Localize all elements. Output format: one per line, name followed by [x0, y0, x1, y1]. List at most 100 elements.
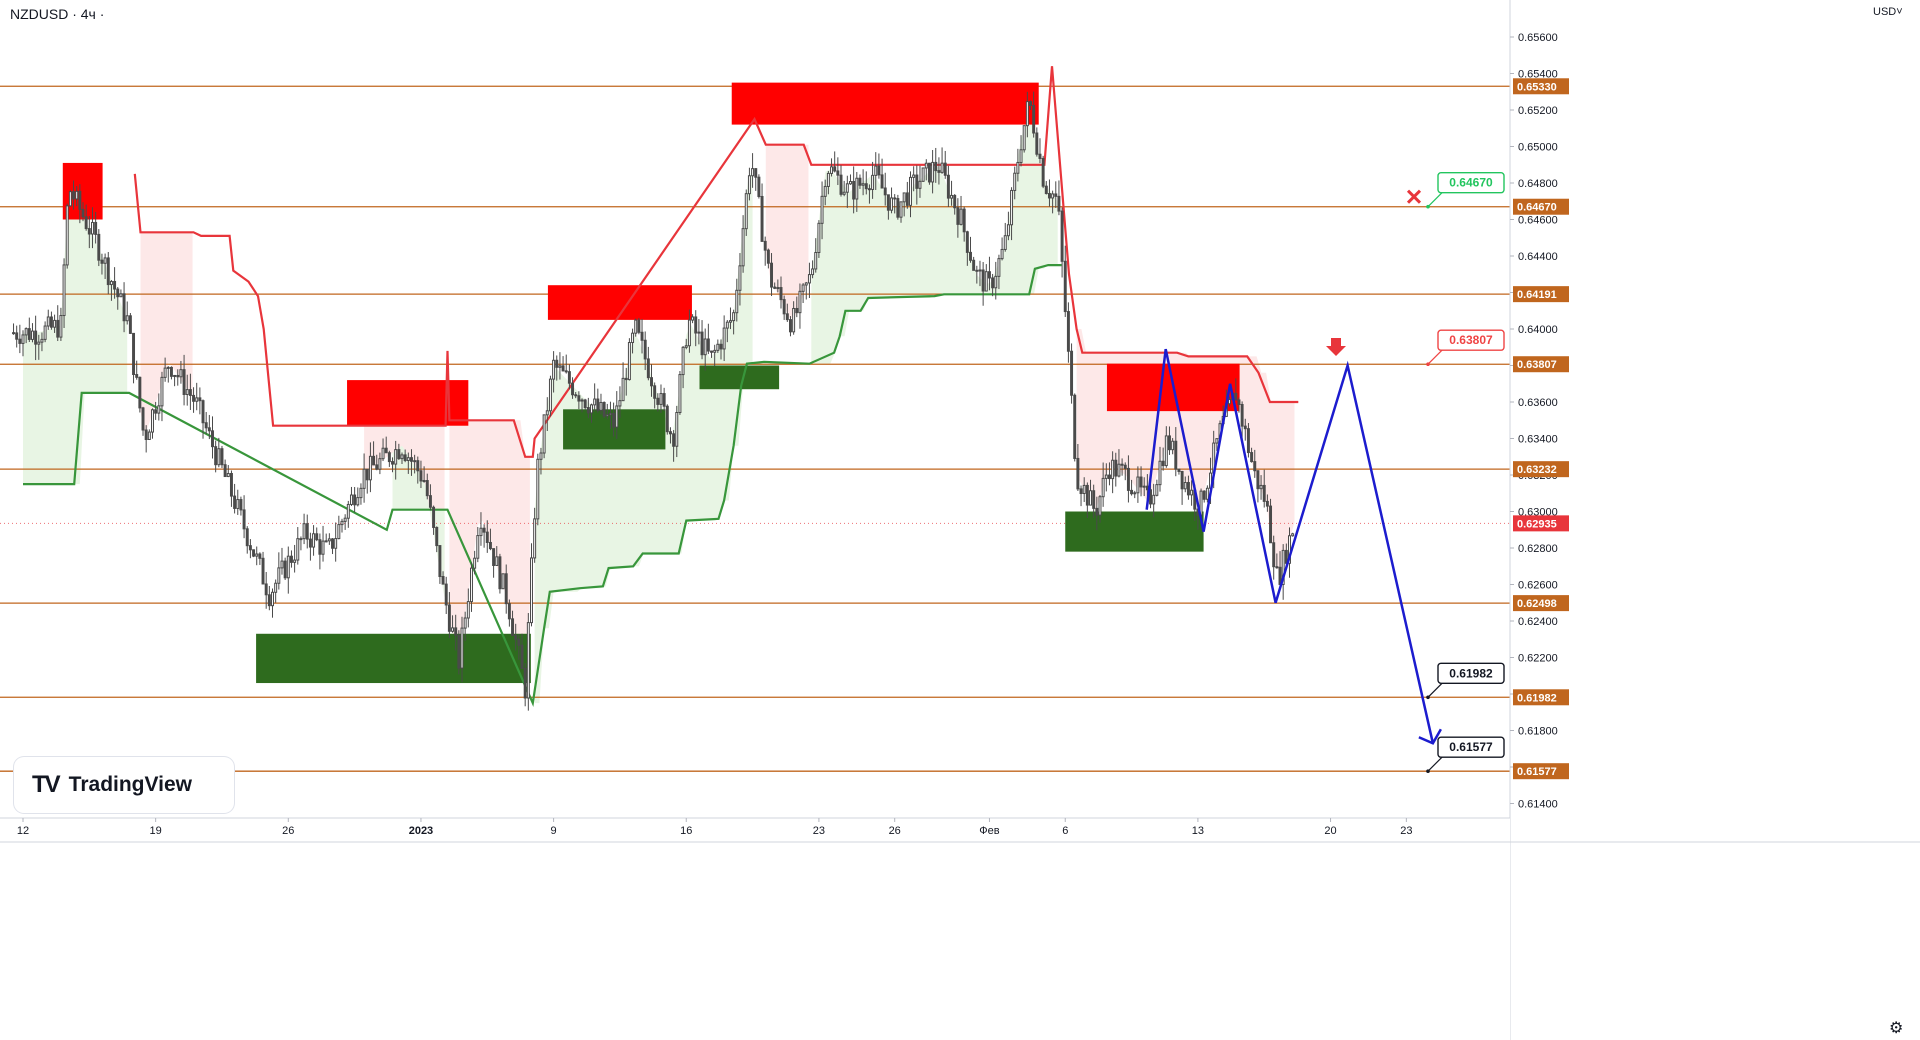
candle-body [858, 177, 862, 186]
candle-body [991, 277, 995, 289]
candle-body [713, 349, 717, 353]
candle-body [896, 198, 900, 218]
time-tick-label-8: Фев [979, 825, 999, 837]
gear-icon[interactable]: ⚙ [1889, 1020, 1904, 1037]
candle-body [719, 343, 723, 350]
candle-body [289, 555, 293, 563]
candle-101 [331, 538, 334, 555]
candle-body [368, 455, 372, 481]
time-tick-label-11: 20 [1324, 825, 1336, 837]
candle-body [394, 449, 398, 465]
candle-247 [792, 301, 796, 335]
candle-body [359, 487, 363, 499]
callout-label: 0.61982 [1449, 666, 1493, 680]
callout-leader [1427, 349, 1443, 365]
candle-body [271, 591, 274, 607]
candle-body [836, 170, 840, 176]
candle-body [128, 315, 132, 334]
callout-label: 0.61577 [1449, 740, 1493, 754]
candle-body [763, 240, 767, 251]
candle-95 [312, 525, 316, 556]
candle-body [823, 185, 827, 197]
candle-body [1073, 394, 1077, 459]
candle-body [842, 191, 846, 195]
candle-232 [744, 189, 748, 236]
candle-210 [675, 405, 679, 458]
candle-28 [100, 253, 104, 275]
candle-body [984, 271, 988, 292]
candle-body [1076, 457, 1080, 490]
candle-132 [428, 484, 432, 511]
candle-191 [615, 391, 619, 439]
candle-150 [485, 520, 489, 553]
candle-body [1291, 533, 1295, 537]
candle-70 [233, 483, 237, 514]
resistance-fill-2 [449, 420, 530, 689]
candle-body [53, 319, 57, 328]
candle-317 [1013, 166, 1017, 200]
candle-body [116, 288, 120, 298]
candle-167 [539, 447, 543, 475]
callout-anchor [1426, 769, 1430, 773]
candle-body [1047, 193, 1051, 199]
candle-body [264, 583, 268, 596]
candle-25 [91, 207, 94, 249]
candle-106 [346, 500, 350, 528]
candle-body [334, 538, 338, 549]
candle-256 [820, 181, 824, 240]
candle-body [555, 359, 559, 368]
candle-45 [154, 401, 158, 420]
candle-body [318, 539, 322, 555]
currency-selector[interactable]: USD˅ [1873, 6, 1903, 18]
candle-20 [75, 186, 79, 207]
candle-body [1013, 172, 1017, 191]
time-axis[interactable]: 12 19 26 2023 9 16 23 26 Фев 6 13 20 23 [0, 817, 1920, 1040]
support-fill-0 [23, 190, 128, 485]
candle-body [1180, 470, 1184, 490]
price-tick-label-19: 0.61800 [1518, 726, 1558, 738]
price-tick-label-14: 0.62800 [1518, 543, 1558, 555]
candle-body [1246, 428, 1250, 454]
candle-88 [289, 550, 293, 568]
candle-306 [978, 260, 982, 287]
candle-352 [1123, 462, 1127, 481]
candle-body [773, 286, 777, 289]
candle-body [994, 275, 998, 289]
candle-398 [1269, 498, 1273, 544]
candle-body [1133, 492, 1137, 495]
candle-body [207, 427, 211, 432]
candle-body [476, 535, 480, 559]
candle-body [849, 181, 852, 185]
candle-42 [144, 425, 148, 453]
candle-body [151, 409, 154, 433]
candle-body [927, 162, 931, 183]
candle-body [608, 412, 612, 416]
candle-body [78, 190, 82, 210]
candle-335 [1070, 343, 1074, 404]
candle-body [969, 251, 972, 261]
candle-267 [855, 171, 859, 212]
candle-353 [1126, 455, 1130, 503]
candle-body [1262, 484, 1266, 502]
symbol-title[interactable]: NZDUSD · 4ч · [10, 6, 105, 22]
candle-body [387, 452, 391, 463]
candle-body [646, 358, 650, 379]
time-tick-label-6: 23 [813, 825, 825, 837]
price-axis[interactable]: 0.65600 0.65400 0.65200 0.65000 0.64800 0.646… [1509, 0, 1920, 1040]
price-tick-label-10: 0.63600 [1518, 397, 1558, 409]
candle-body [1130, 489, 1134, 495]
candle-body [662, 393, 666, 407]
candle-body [501, 573, 505, 590]
candle-184 [593, 383, 597, 412]
candle-body [738, 265, 742, 291]
candle-60 [201, 399, 205, 439]
candle-125 [406, 452, 410, 474]
candle-body [1265, 500, 1269, 507]
candle-393 [1253, 449, 1257, 478]
tradingview-logo[interactable]: TV TradingView [14, 757, 234, 813]
candle-7 [34, 315, 38, 361]
candle-body [902, 192, 906, 203]
candle-26 [94, 211, 98, 244]
candle-body [403, 454, 407, 462]
